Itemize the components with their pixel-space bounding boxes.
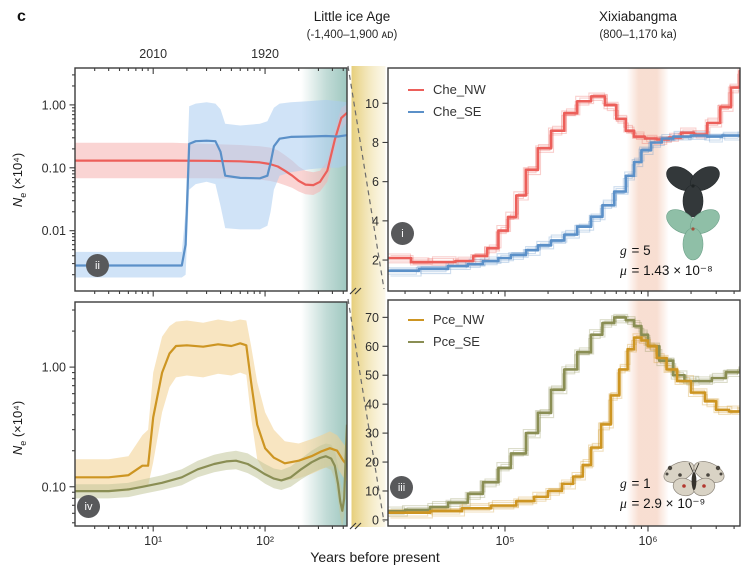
panel-iv-series-Pce_NW xyxy=(75,342,347,479)
butterfly-image xyxy=(663,461,725,497)
ne-symbol: N xyxy=(10,445,26,456)
tick-label: 10¹ xyxy=(144,534,162,548)
panel-i-series-Che_NW xyxy=(388,70,740,264)
legend-item-pce-nw: Pce_NW xyxy=(408,312,484,327)
che-nw-line-swatch xyxy=(408,88,424,91)
tick-label: 6 xyxy=(372,175,379,189)
y-axis-label-top: Ne (×10⁴) xyxy=(10,153,28,207)
tick-label: 70 xyxy=(365,311,379,325)
panel-i-xixiabangma-band xyxy=(626,68,669,291)
tick-label: 8 xyxy=(372,136,379,150)
panel-iii-series-Pce_SE xyxy=(388,316,740,513)
panel-iii-series-Pce_NW xyxy=(388,336,740,514)
tick-label: 10 xyxy=(365,97,379,111)
y-axis-label-bottom: Ne (×10⁴) xyxy=(10,401,28,455)
figure-panel-label: c xyxy=(17,8,26,25)
annotation-panel-i: g = 5 μ = 1.43 × 10⁻⁸ xyxy=(620,241,713,281)
axis-break-mark xyxy=(349,522,362,530)
x-axis-label: Years before present xyxy=(310,549,440,565)
tick-label: 0 xyxy=(372,513,379,527)
legend-panel-i: Che_NW Che_SE xyxy=(408,82,486,119)
legend-label: Pce_SE xyxy=(433,334,480,349)
xixiabangma-title: Xixiabangma xyxy=(598,9,678,24)
panel-badge-i: i xyxy=(391,222,414,245)
panel-badge-ii: ii xyxy=(86,254,109,277)
little-ice-age-title: Little ice Age xyxy=(313,9,391,24)
panel-ii-series-Che_NW xyxy=(75,111,347,187)
mutation-rate-annotation: μ = 1.43 × 10⁻⁸ xyxy=(620,263,713,278)
tick-label: 4 xyxy=(372,214,379,228)
tick-label: 40 xyxy=(365,398,379,412)
mutation-rate-annotation: μ = 2.9 × 10⁻⁹ xyxy=(620,496,706,511)
panel-ii-ci-band-Che_SE xyxy=(75,99,347,278)
tick-label: 1.00 xyxy=(42,98,66,112)
little-ice-age-gap-band xyxy=(351,66,386,527)
legend-item-che-nw: Che_NW xyxy=(408,82,486,97)
tick-label: 50 xyxy=(365,369,379,383)
tick-label: 60 xyxy=(365,340,379,354)
tick-label: 10² xyxy=(256,534,274,548)
tick-label: 0.10 xyxy=(42,161,66,175)
panel-iii-bootstrap-line-Pce_NW xyxy=(388,333,740,513)
legend-item-che-se: Che_SE xyxy=(408,104,486,119)
panel-iii-frame xyxy=(387,299,741,527)
tick-label: 20 xyxy=(365,456,379,470)
tick-label: 0.01 xyxy=(42,224,66,238)
leaf-dark-image xyxy=(666,166,720,218)
legend-label: Che_NW xyxy=(433,82,486,97)
ne-symbol: N xyxy=(10,197,26,208)
ne-subscript: e xyxy=(17,192,28,198)
panel-iii-bootstrap-line-Pce_SE xyxy=(388,319,738,517)
leaf-green-image xyxy=(666,209,720,261)
axis-break-mark xyxy=(349,287,362,295)
tick-label: 10⁶ xyxy=(638,534,657,548)
panel-ii-series-Che_SE xyxy=(75,134,347,267)
legend-item-pce-se: Pce_SE xyxy=(408,334,484,349)
panel-iv-ci-band-Pce_SE xyxy=(75,412,347,526)
tick-label: 1.00 xyxy=(42,361,66,375)
panel-iv-series-Pce_SE xyxy=(75,424,347,512)
tick-label: 10 xyxy=(365,484,379,498)
xixiabangma-subtitle: (800–1,170 ka) xyxy=(599,29,677,41)
zoom-connector-dashed-line-top xyxy=(347,65,385,290)
ne-units: (×10⁴) xyxy=(10,400,26,441)
annotation-panel-iii: g = 1 μ = 2.9 × 10⁻⁹ xyxy=(620,474,705,514)
tick-label: 10⁵ xyxy=(495,534,514,548)
panel-i-frame xyxy=(387,67,741,292)
legend-panel-iii: Pce_NW Pce_SE xyxy=(408,312,484,349)
pce-se-line-swatch xyxy=(408,340,424,343)
generation-time-annotation: g = 1 xyxy=(620,476,651,491)
panel-badge-iv: iv xyxy=(77,495,100,518)
ne-units: (×10⁴) xyxy=(10,152,26,193)
panel-badge-iii: iii xyxy=(390,476,413,499)
tick-label: 0.10 xyxy=(42,480,66,494)
legend-label: Pce_NW xyxy=(433,312,485,327)
panel-ii-frame xyxy=(74,67,348,292)
tick-label: 1920 xyxy=(251,47,279,61)
panel-iv-ci-band-Pce_NW xyxy=(75,319,347,493)
little-ice-age-subtitle: (-1,400–1,900 ᴀᴅ) xyxy=(306,29,398,41)
panel-i-series-Che_SE xyxy=(388,134,740,273)
ne-subscript: e xyxy=(17,440,28,446)
pce-nw-line-swatch xyxy=(408,318,424,321)
panel-iv-frame xyxy=(74,301,348,527)
generation-time-annotation: g = 5 xyxy=(620,243,651,258)
legend-label: Che_SE xyxy=(433,104,482,119)
tick-label: 2 xyxy=(372,254,379,268)
tick-label: 30 xyxy=(365,427,379,441)
zoom-connector-dashed-line-bottom xyxy=(347,298,385,523)
tick-label: 2010 xyxy=(139,47,167,61)
che-se-line-swatch xyxy=(408,110,424,113)
